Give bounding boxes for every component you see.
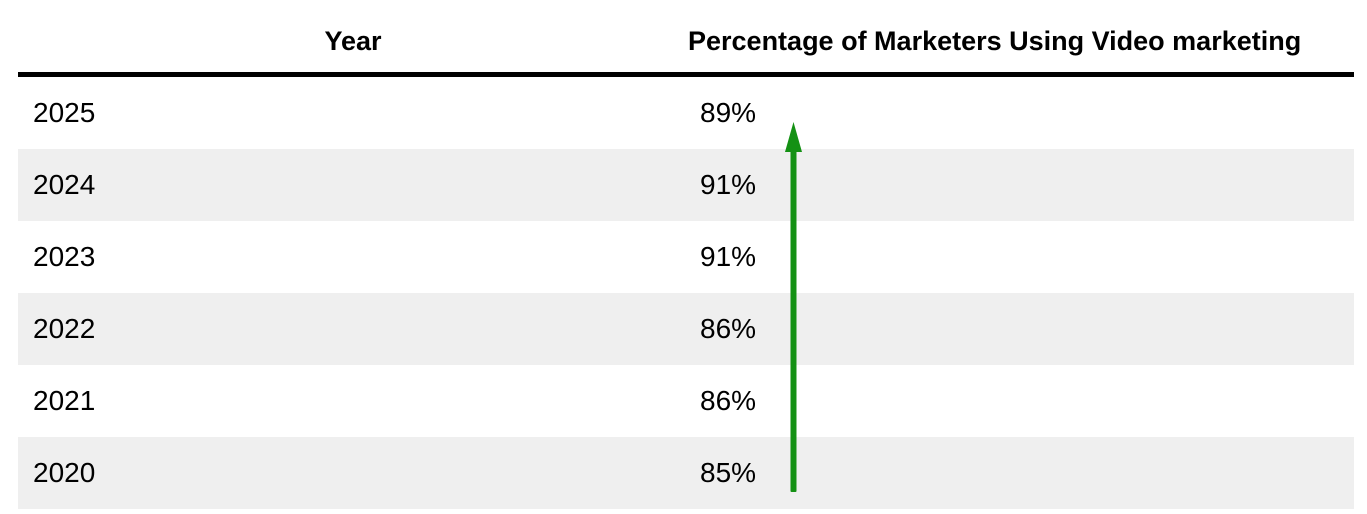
percentage-cell: 85% — [700, 457, 757, 488]
table-row: 2021 86% — [18, 365, 1354, 437]
percentage-cell: 86% — [700, 385, 757, 416]
percentage-cell: 86% — [700, 313, 757, 344]
year-cell: 2021 — [33, 385, 96, 416]
year-column-header: Year — [324, 25, 382, 56]
percentage-cell: 91% — [700, 169, 757, 200]
year-cell: 2022 — [33, 313, 96, 344]
percentage-cell: 91% — [700, 241, 757, 272]
table-row: 2020 85% — [18, 437, 1354, 509]
table-row: 2022 86% — [18, 293, 1354, 365]
table-row: 2023 91% — [18, 221, 1354, 293]
data-table: Year Percentage of Marketers Using Video… — [18, 0, 1354, 509]
year-cell: 2025 — [33, 97, 96, 128]
table-header-row: Year Percentage of Marketers Using Video… — [18, 0, 1354, 77]
percentage-column-header: Percentage of Marketers Using Video mark… — [688, 25, 1302, 56]
year-cell: 2020 — [33, 457, 96, 488]
table-row: 2024 91% — [18, 149, 1354, 221]
percentage-cell: 89% — [700, 97, 757, 128]
table-row: 2025 89% — [18, 77, 1354, 149]
year-cell: 2024 — [33, 169, 96, 200]
year-cell: 2023 — [33, 241, 96, 272]
